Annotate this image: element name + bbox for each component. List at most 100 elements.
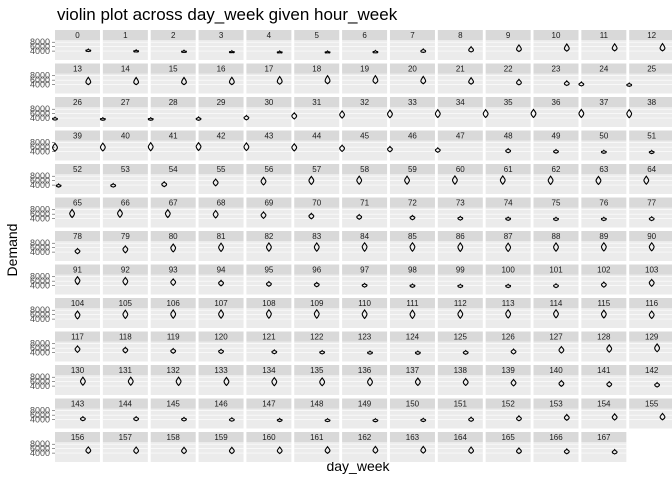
violin-shape [339, 144, 346, 153]
facet-strip [150, 432, 196, 442]
facet-strip [55, 398, 100, 409]
facet-panel-background [581, 73, 627, 94]
facet-panel: 106 [150, 298, 196, 328]
y-tick-label: 8000 [30, 372, 50, 382]
facet-panel: 134 [246, 365, 292, 395]
facet-panel: 139 [485, 365, 531, 395]
facet-panel: 135 [294, 365, 340, 395]
facet-panel-background [629, 107, 672, 127]
violin-shape [626, 82, 633, 88]
violin-shape [74, 310, 81, 320]
facet-strip-label: 140 [549, 366, 563, 375]
facet-panel: 50 [581, 130, 627, 161]
violin-shape [356, 175, 363, 185]
facet-strip-label: 161 [310, 433, 324, 442]
facet-strip-label: 48 [504, 132, 513, 141]
violin-shape [170, 309, 177, 319]
facet-strip-label: 118 [119, 333, 132, 342]
facet-panel: 157 [102, 432, 148, 462]
facet-strip-label: 51 [647, 132, 656, 141]
facet-strip [198, 398, 244, 409]
y-tick-label: 8000 [30, 305, 50, 315]
facet-strip [198, 97, 244, 107]
y-tick-label: 8000 [30, 339, 50, 349]
violin-shape [606, 380, 613, 388]
facet-strip [55, 231, 100, 241]
violin-shape [409, 214, 416, 221]
facet-strip-label: 162 [358, 433, 372, 442]
facet-panel-background [55, 408, 100, 429]
violin-shape [600, 309, 607, 319]
facet-panel-background [485, 140, 531, 161]
facet-panel-background [246, 442, 292, 462]
y-tick-label: 4000 [30, 281, 50, 291]
facet-strip [629, 298, 672, 308]
violin-shape [578, 108, 585, 119]
facet-strip-label: 73 [456, 199, 465, 208]
facet-strip [55, 164, 100, 174]
y-axis-label: Demand [4, 224, 20, 277]
violin-shape [218, 348, 225, 355]
violin-shape [457, 283, 464, 289]
facet-strip-label: 80 [169, 232, 178, 241]
violin-shape [265, 242, 272, 252]
facet-panel-background [198, 174, 244, 194]
facet-strip [437, 63, 483, 74]
facet-panel: 10 [533, 30, 579, 60]
violin-shape [468, 76, 475, 85]
facet-strip-label: 45 [360, 132, 369, 141]
facet-panel-background [533, 408, 579, 429]
facet-panel-background [246, 73, 292, 94]
violin-shape [69, 208, 76, 219]
facet-strip [294, 398, 340, 409]
facet-panel: 105 [102, 298, 148, 328]
facet-strip [55, 197, 100, 208]
violin-shape [600, 216, 607, 222]
facet-panel-background [246, 107, 292, 127]
facet-strip-label: 98 [408, 266, 417, 275]
facet-panel: 84 [342, 231, 388, 261]
violin-shape [147, 141, 154, 152]
facet-panel-background [55, 107, 100, 127]
facet-strip-label: 12 [647, 31, 656, 40]
facet-panel-background [533, 140, 579, 161]
facet-panel-background [533, 174, 579, 194]
facet-strip-label: 15 [169, 65, 178, 74]
y-tick-label: 6000 [30, 444, 50, 454]
facet-panel-background [389, 375, 435, 395]
violin-shape [648, 241, 655, 252]
facet-strip-label: 49 [552, 132, 561, 141]
facet-strip-label: 83 [312, 232, 321, 241]
facet-strip-label: 138 [454, 366, 468, 375]
facet-panel-background [55, 308, 100, 328]
facet-strip-label: 110 [358, 299, 371, 308]
facet-strip-label: 154 [597, 400, 611, 409]
facet-strip-label: 69 [264, 199, 273, 208]
facet-strip-label: 74 [504, 199, 513, 208]
facet-panel: 53 [102, 164, 148, 194]
facet-panel: 116 [629, 298, 672, 328]
facet-strip [485, 365, 531, 375]
violin-shape [228, 446, 235, 455]
facet-strip-label: 84 [360, 232, 369, 241]
facet-panel: 166 [533, 432, 579, 462]
facet-panel-background [581, 341, 627, 362]
facet-strip [533, 331, 579, 342]
facet-strip-label: 0 [75, 31, 80, 40]
y-tick-label: 6000 [30, 75, 50, 85]
facet-panel-background [198, 442, 244, 462]
facet-strip-label: 23 [552, 65, 561, 74]
facet-strip-label: 113 [502, 299, 515, 308]
violin-shape [386, 145, 393, 153]
facet-strip-label: 152 [501, 400, 515, 409]
facet-strip [389, 331, 435, 342]
facet-strip-label: 92 [121, 266, 130, 275]
y-tick-label: 6000 [30, 209, 50, 219]
facet-strip [198, 432, 244, 442]
facet-panel-background [437, 442, 483, 462]
violin-shape [386, 109, 393, 119]
facet-strip [198, 130, 244, 141]
